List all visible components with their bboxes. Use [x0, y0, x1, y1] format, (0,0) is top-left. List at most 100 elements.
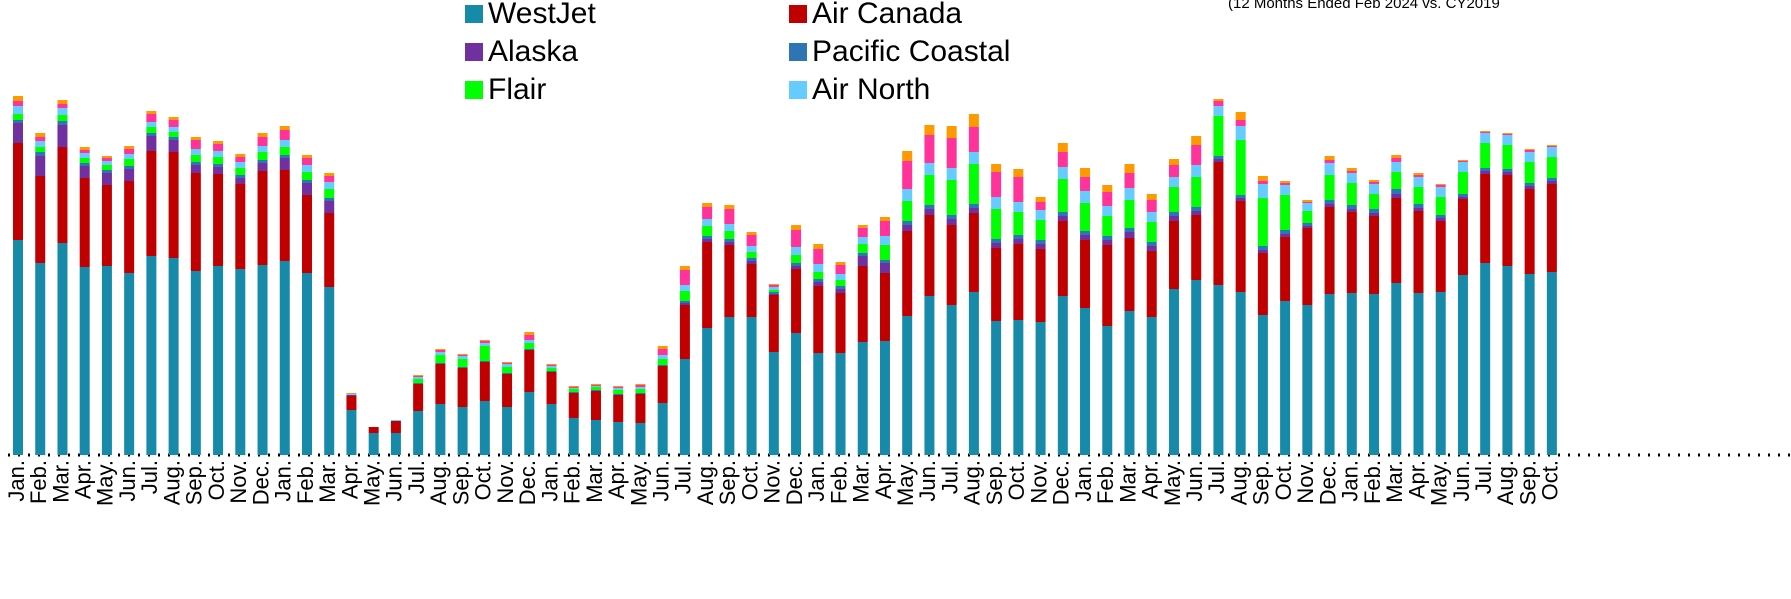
bar-segment	[857, 266, 868, 342]
bar-segment	[702, 242, 713, 328]
bar-segment	[1546, 178, 1557, 181]
bar-segment	[1257, 250, 1268, 253]
bar-segment	[1457, 275, 1468, 455]
bar-segment	[13, 96, 23, 101]
bar-segment	[991, 248, 1002, 321]
bar-segment	[1346, 173, 1357, 183]
bar-segment	[479, 361, 490, 362]
bar-segment	[1413, 208, 1424, 211]
bar-segment	[124, 154, 135, 159]
bar-segment	[724, 209, 735, 224]
bar-segment	[479, 346, 490, 361]
bar-segment	[57, 147, 68, 243]
bar-segment	[168, 140, 179, 152]
bar-segment	[190, 162, 201, 165]
bar-segment	[1235, 198, 1246, 201]
legend-label: WestJet	[488, 0, 596, 30]
bar-segment	[1035, 210, 1046, 220]
bar-segment	[301, 165, 312, 172]
bar-segment	[768, 292, 779, 294]
bar-segment	[635, 394, 646, 423]
bar-segment	[635, 387, 646, 389]
bar-segment	[124, 166, 135, 169]
bar-segment	[1124, 173, 1135, 188]
bar-segment	[435, 350, 446, 352]
bar-segment	[1346, 293, 1357, 455]
bar-segment	[79, 267, 90, 455]
bar-segment	[1213, 101, 1224, 106]
bar-segment	[1146, 242, 1157, 246]
bar-segment	[1080, 235, 1091, 240]
bar-segment	[35, 156, 46, 176]
bar-segment	[1546, 157, 1557, 178]
bar-segment	[457, 407, 468, 455]
bar-segment	[168, 127, 179, 132]
bar-segment	[1413, 204, 1424, 208]
bar-segment	[746, 258, 757, 261]
bar-segment	[902, 151, 913, 161]
bar-segment	[324, 213, 335, 287]
x-tick-label: Apr.	[871, 460, 896, 499]
bar-segment	[479, 340, 490, 341]
bar-segment	[324, 198, 335, 201]
bar-segment	[257, 152, 268, 160]
bar-segment	[457, 359, 468, 367]
bar-segment	[946, 305, 957, 455]
bar-segment	[1124, 228, 1135, 232]
bar-segment	[1302, 223, 1313, 226]
bar-segment	[1213, 106, 1224, 116]
bar-segment	[57, 100, 68, 104]
bar-segment	[1235, 126, 1246, 140]
bar-segment	[413, 379, 424, 383]
bar-segment	[146, 256, 157, 455]
bar-segment	[902, 201, 913, 221]
bar-segment	[413, 377, 424, 379]
bar-segment	[1257, 184, 1268, 198]
bar-segment	[968, 204, 979, 208]
bar-segment	[301, 195, 312, 273]
bar-segment	[724, 205, 735, 209]
bar-segment	[1369, 182, 1380, 184]
x-tick-label: Apr.	[71, 460, 96, 499]
bar-segment	[1435, 184, 1446, 185]
bar-segment	[1257, 176, 1268, 181]
legend-swatch	[465, 81, 483, 99]
bar-segment	[257, 133, 268, 137]
bar-segment	[1302, 200, 1313, 202]
bar-segment	[546, 372, 557, 404]
bar-segment	[1435, 215, 1446, 218]
bar-segment	[35, 137, 46, 141]
bar-segment	[1057, 221, 1068, 296]
bar-segment	[813, 264, 824, 272]
bar-segment	[568, 393, 579, 418]
bar-segment	[324, 176, 335, 182]
bar-segment	[791, 225, 802, 230]
bar-segment	[1213, 99, 1224, 101]
bar-segment	[301, 273, 312, 455]
bar-segment	[1457, 194, 1468, 197]
bar-segment	[879, 260, 890, 263]
bar-segment	[590, 391, 601, 420]
bar-segment	[457, 367, 468, 368]
bar-segment	[1502, 134, 1513, 135]
bar-segment	[1257, 198, 1268, 246]
bar-segment	[146, 133, 157, 136]
bar-segment	[502, 367, 513, 373]
bar-segment	[301, 155, 312, 158]
bar-segment	[724, 231, 735, 239]
bar-segment	[1235, 201, 1246, 292]
bar-segment	[879, 245, 890, 260]
bar-segment	[1391, 158, 1402, 162]
bar-segment	[301, 158, 312, 165]
bar-segment	[101, 165, 112, 170]
bar-segment	[1346, 183, 1357, 205]
bar-segment	[1457, 197, 1468, 199]
bar-segment	[946, 138, 957, 168]
bar-segment	[190, 140, 201, 149]
bar-segment	[768, 294, 779, 295]
bar-segment	[679, 359, 690, 455]
bar-segment	[835, 293, 846, 353]
x-tick-label: Nov.	[760, 460, 785, 504]
x-tick-label: Jul.	[1471, 460, 1496, 494]
bar-segment	[1546, 272, 1557, 455]
